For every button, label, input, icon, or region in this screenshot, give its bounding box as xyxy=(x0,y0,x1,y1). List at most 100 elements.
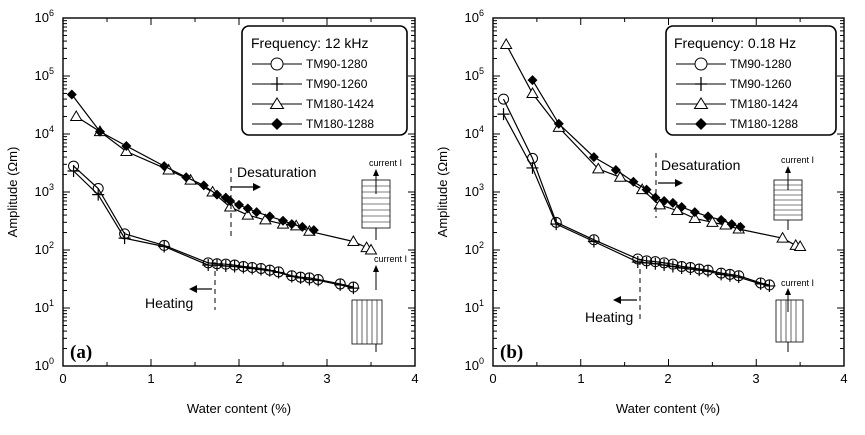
panel-b: 100 101 102 103 104 105 106 0 1 2 3 4 Wa… xyxy=(435,8,848,416)
data-point-tm90-1280 xyxy=(498,93,510,105)
data-point-tm180-1424 xyxy=(364,243,378,255)
y-tick-label: 103 xyxy=(465,182,484,199)
data-point-tm180-1288 xyxy=(198,180,209,191)
data-point-tm90-1260 xyxy=(640,256,653,269)
data-point-tm180-1288 xyxy=(242,203,253,214)
data-point-tm180-1288 xyxy=(251,207,262,218)
current-label: current I xyxy=(369,158,402,168)
panel-a-x-tick-labels: 0 1 2 3 4 xyxy=(59,371,418,386)
data-point-tm180-1288 xyxy=(628,176,639,187)
legend-label: TM180-1288 xyxy=(306,117,374,131)
data-point-tm180-1288 xyxy=(225,195,236,206)
data-point-tm90-1260 xyxy=(255,263,267,276)
data-point-tm90-1260 xyxy=(118,232,131,245)
data-point-tm90-1260 xyxy=(649,257,662,270)
data-point-tm90-1260 xyxy=(754,277,767,290)
panel-a-series xyxy=(66,89,378,295)
data-point-tm90-1260 xyxy=(237,261,250,274)
x-tick-label: 1 xyxy=(577,371,584,386)
panel-a-x-axis-label: Water content (%) xyxy=(187,401,291,416)
current-arrow-head xyxy=(785,288,791,295)
data-point-tm90-1260 xyxy=(228,260,241,273)
legend-plus-marker xyxy=(271,77,283,91)
data-point-tm180-1424 xyxy=(688,211,702,223)
legend-diamond-marker xyxy=(271,118,283,130)
y-tick-label: 106 xyxy=(35,8,54,25)
y-tick-label: 104 xyxy=(465,124,484,141)
y-tick-label: 105 xyxy=(465,66,484,83)
y-tick-label: 105 xyxy=(35,66,54,83)
data-point-tm180-1288 xyxy=(689,207,700,218)
sample-layers xyxy=(356,300,378,344)
panel-b-horizontal-electrode-schematic: current I xyxy=(773,155,814,230)
legend-label: TM90-1260 xyxy=(730,77,792,91)
data-point-tm180-1424 xyxy=(706,215,719,227)
legend-circle-marker xyxy=(694,57,708,71)
y-tick-label: 106 xyxy=(465,8,484,25)
legend-diamond-marker xyxy=(695,118,707,130)
x-tick-label: 3 xyxy=(323,371,330,386)
data-point-tm90-1260 xyxy=(693,264,706,277)
panel-b-legend: Frequency: 0.18 Hz TM90-1280 TM90-1260 T… xyxy=(665,25,837,136)
series-line-tm180-1424 xyxy=(75,115,372,251)
data-point-tm180-1288 xyxy=(297,221,308,232)
data-point-tm90-1260 xyxy=(92,188,105,201)
data-point-tm90-1260 xyxy=(723,269,736,282)
sample-layers xyxy=(780,300,797,342)
data-point-tm90-1260 xyxy=(497,108,510,121)
data-point-tm90-1260 xyxy=(312,274,325,287)
data-point-tm180-1424 xyxy=(241,208,255,220)
data-point-tm180-1424 xyxy=(613,170,627,182)
data-point-tm180-1288 xyxy=(726,219,737,230)
desaturation-arrow-head xyxy=(675,179,683,187)
data-point-tm180-1288 xyxy=(659,195,670,206)
data-point-tm180-1288 xyxy=(181,172,192,183)
data-point-tm90-1260 xyxy=(701,265,714,278)
legend-title: Frequency: 0.18 Hz xyxy=(674,35,796,51)
data-point-tm90-1260 xyxy=(684,263,697,276)
series-line-tm90-1260 xyxy=(502,113,770,287)
legend-title: Frequency: 12 kHz xyxy=(251,35,369,51)
y-tick-label: 104 xyxy=(35,124,54,141)
data-point-tm90-1260 xyxy=(347,282,360,295)
panel-a-ticks xyxy=(62,17,416,367)
data-point-tm90-1260 xyxy=(763,279,776,292)
panel-a: 100 101 102 103 104 105 106 0 1 2 3 4 Wa… xyxy=(5,8,419,416)
x-tick-label: 2 xyxy=(235,371,242,386)
legend-label: TM90-1260 xyxy=(306,77,368,91)
current-arrow-head xyxy=(373,169,379,176)
data-point-tm90-1260 xyxy=(67,165,80,178)
x-tick-label: 0 xyxy=(59,371,66,386)
data-point-tm90-1260 xyxy=(732,271,745,284)
sample-layers xyxy=(774,184,802,216)
data-point-tm180-1424 xyxy=(776,231,789,243)
legend-label: TM180-1424 xyxy=(730,97,798,111)
series-line-tm90-1280 xyxy=(73,165,354,288)
current-arrow-head xyxy=(373,265,379,272)
data-point-tm90-1260 xyxy=(294,271,307,284)
panel-b-x-tick-labels: 0 1 2 3 4 xyxy=(489,371,847,386)
panel-a-horizontal-electrode-schematic: current I xyxy=(361,158,402,240)
panel-a-y-axis-label: Amplitude (Ωm) xyxy=(5,147,20,238)
legend-box xyxy=(665,25,837,136)
sample-layers xyxy=(362,185,390,223)
data-point-tm180-1288 xyxy=(667,197,678,208)
data-point-tm180-1424 xyxy=(793,239,807,251)
current-label: current I xyxy=(781,278,814,288)
data-point-tm180-1288 xyxy=(159,161,170,172)
panel-a-legend: Frequency: 12 kHz TM90-1280 TM90-1260 TM… xyxy=(241,25,408,136)
heating-arrow-head xyxy=(613,296,621,304)
data-point-tm90-1260 xyxy=(715,268,728,281)
data-point-tm180-1424 xyxy=(347,235,360,247)
data-point-tm90-1260 xyxy=(158,240,171,253)
x-tick-label: 3 xyxy=(752,371,759,386)
y-tick-label: 101 xyxy=(35,298,54,315)
data-point-tm90-1260 xyxy=(658,259,671,272)
data-point-tm180-1288 xyxy=(735,221,746,232)
data-point-tm90-1260 xyxy=(550,218,563,231)
panel-a-vertical-electrode-schematic: current I xyxy=(351,254,407,352)
panel-a-y-tick-labels: 100 101 102 103 104 105 106 xyxy=(35,8,54,373)
data-point-tm90-1260 xyxy=(631,256,644,269)
heating-arrow-head xyxy=(189,285,197,293)
x-tick-label: 4 xyxy=(411,371,418,386)
